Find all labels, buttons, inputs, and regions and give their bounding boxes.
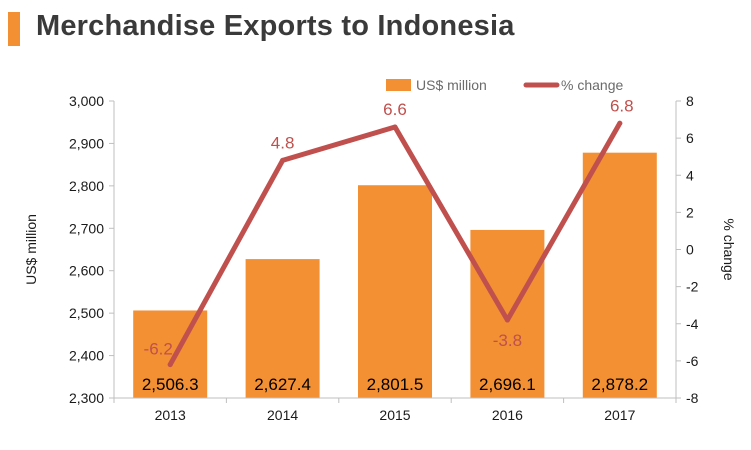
y-tick-label: 3,000	[69, 93, 104, 109]
title-accent-bar	[8, 12, 20, 46]
bars-layer	[133, 152, 657, 398]
y2-tick-label: 0	[686, 242, 694, 258]
y-tick-label: 2,700	[69, 220, 104, 236]
pct-value-label: 6.6	[383, 100, 407, 119]
y-axis-title: US$ million	[23, 214, 39, 285]
bar-value-label: 2,801.5	[367, 375, 424, 394]
x-tick-label: 2016	[492, 407, 523, 423]
y2-tick-label: 4	[686, 167, 694, 183]
y2-tick-label: -2	[686, 279, 699, 295]
x-tick-label: 2015	[379, 407, 410, 423]
pct-value-label: 4.8	[271, 133, 295, 152]
y-tick-label: 2,600	[69, 263, 104, 279]
legend-bar-label: US$ million	[416, 77, 487, 93]
pct-value-label: -3.8	[493, 331, 522, 350]
line-layer	[167, 120, 623, 368]
bar-value-label: 2,696.1	[479, 375, 536, 394]
bar-2016	[470, 229, 545, 398]
line-point-2015	[392, 124, 398, 130]
y2-tick-label: -6	[686, 353, 699, 369]
x-tick-label: 2014	[267, 407, 298, 423]
page-title: Merchandise Exports to Indonesia	[36, 10, 515, 42]
y2-tick-label: -4	[686, 316, 699, 332]
y2-tick-label: 2	[686, 204, 694, 220]
y-tick-label: 2,300	[69, 390, 104, 406]
line-point-2017	[617, 120, 623, 126]
bar-2013	[133, 310, 208, 398]
pct-value-label: 6.8	[610, 96, 634, 115]
line-point-2013	[167, 362, 173, 368]
line-point-2014	[280, 157, 286, 163]
y2-axis-title: % change	[721, 218, 737, 280]
bar-value-label: 2,878.2	[591, 375, 648, 394]
x-tick-label: 2017	[604, 407, 635, 423]
y-tick-label: 2,900	[69, 135, 104, 151]
legend-line-label: % change	[561, 77, 623, 93]
bar-value-label: 2,506.3	[142, 375, 199, 394]
labels-layer: 2,506.3 2,627.4 2,801.5 2,696.1 2,878.2 -6.2 4…	[142, 96, 648, 394]
axes-layer: 2,300 2,400 2,500 2,600 2,700 2,800 2,900 3,000…	[69, 93, 699, 423]
line-point-2016	[504, 317, 510, 323]
bar-2014	[245, 259, 320, 398]
y-tick-label: 2,400	[69, 348, 104, 364]
bar-2017	[582, 152, 657, 398]
pct-value-label: -6.2	[144, 340, 173, 359]
y-tick-label: 2,800	[69, 178, 104, 194]
legend-bar-swatch	[386, 79, 411, 91]
y2-tick-label: 6	[686, 130, 694, 146]
bar-2015	[358, 185, 432, 398]
legend: US$ million % change	[386, 77, 623, 93]
bar-value-label: 2,627.4	[254, 375, 311, 394]
y-tick-label: 2,500	[69, 305, 104, 321]
x-tick-label: 2013	[155, 407, 186, 423]
y2-tick-label: 8	[686, 93, 694, 109]
y2-tick-label: -8	[686, 390, 699, 406]
